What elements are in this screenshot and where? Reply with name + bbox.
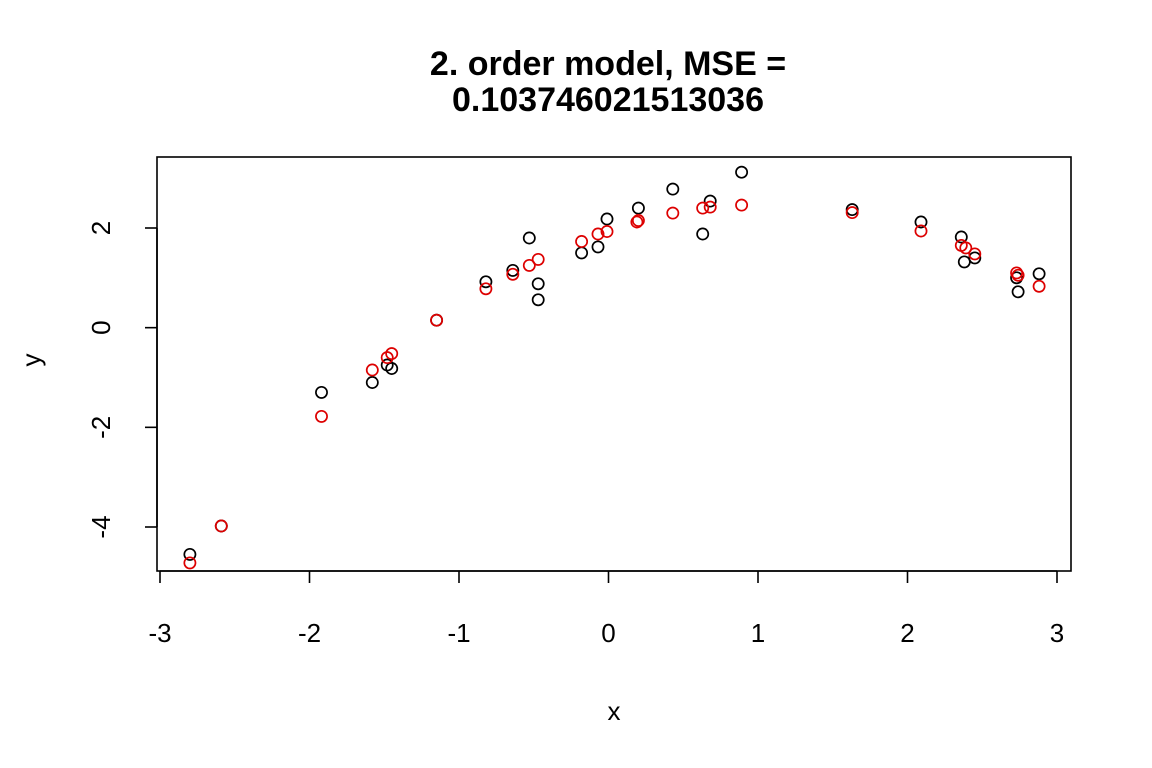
data-point bbox=[575, 235, 589, 248]
data-point bbox=[703, 200, 717, 214]
data-point bbox=[959, 241, 973, 255]
data-point bbox=[531, 252, 545, 266]
y-tick-label: 2 bbox=[86, 221, 116, 235]
data-point bbox=[506, 267, 520, 281]
y-axis: -4 -2 0 2 bbox=[86, 221, 158, 539]
data-point bbox=[522, 231, 536, 245]
data-point bbox=[914, 224, 928, 238]
plot-frame bbox=[156, 156, 1072, 572]
y-tick-label: -4 bbox=[86, 515, 116, 538]
data-point bbox=[631, 214, 645, 227]
data-point bbox=[968, 247, 982, 261]
data-point bbox=[954, 230, 968, 244]
data-point bbox=[214, 519, 228, 533]
data-points bbox=[183, 165, 1046, 570]
x-axis: -3 -2 -1 0 1 2 3 bbox=[148, 570, 1064, 648]
data-point bbox=[522, 258, 536, 272]
series-0 bbox=[183, 165, 1046, 561]
data-point bbox=[531, 277, 545, 291]
data-point bbox=[914, 215, 928, 229]
data-point bbox=[385, 347, 399, 361]
x-tick-label: -2 bbox=[298, 618, 321, 648]
data-point bbox=[591, 240, 605, 254]
data-point bbox=[696, 227, 710, 241]
data-point bbox=[631, 201, 645, 215]
chart-title: 2. order model, MSE = bbox=[430, 45, 786, 83]
x-tick-label: 1 bbox=[751, 618, 765, 648]
x-tick-label: -3 bbox=[148, 618, 171, 648]
data-point bbox=[385, 362, 399, 375]
data-point bbox=[600, 225, 614, 238]
data-point bbox=[1011, 268, 1025, 282]
data-point bbox=[735, 165, 749, 179]
data-point bbox=[735, 198, 749, 212]
series-1 bbox=[183, 198, 1046, 570]
data-point bbox=[315, 385, 328, 399]
data-point bbox=[666, 206, 680, 220]
y-tick-label: -2 bbox=[86, 416, 116, 439]
data-point bbox=[845, 206, 859, 220]
data-point bbox=[1010, 266, 1024, 280]
data-point bbox=[479, 275, 493, 289]
data-point bbox=[575, 246, 589, 260]
data-point bbox=[957, 255, 971, 269]
x-tick-label: 2 bbox=[900, 618, 914, 648]
data-point bbox=[600, 212, 614, 226]
data-point bbox=[696, 201, 710, 215]
y-tick-label: 0 bbox=[86, 320, 116, 334]
data-point bbox=[315, 409, 328, 423]
data-point bbox=[183, 556, 197, 570]
data-point bbox=[968, 251, 982, 265]
data-point bbox=[1032, 279, 1046, 293]
x-tick-label: -1 bbox=[447, 618, 470, 648]
data-point bbox=[630, 215, 644, 229]
y-axis-label: y bbox=[16, 354, 46, 367]
data-point bbox=[183, 547, 197, 561]
data-point bbox=[703, 194, 717, 208]
data-point bbox=[1032, 267, 1046, 281]
x-tick-label: 3 bbox=[1050, 618, 1064, 648]
data-point bbox=[1011, 285, 1025, 299]
data-point bbox=[666, 182, 680, 196]
data-point bbox=[479, 282, 493, 296]
data-point bbox=[430, 313, 444, 327]
data-point bbox=[591, 227, 605, 241]
data-point bbox=[365, 363, 379, 377]
x-tick-label: 0 bbox=[601, 618, 615, 648]
data-point bbox=[506, 263, 520, 277]
data-point bbox=[531, 293, 545, 307]
chart-subtitle: 0.103746021513036 bbox=[452, 81, 764, 119]
x-axis-label: x bbox=[608, 696, 621, 726]
data-point bbox=[365, 376, 379, 389]
